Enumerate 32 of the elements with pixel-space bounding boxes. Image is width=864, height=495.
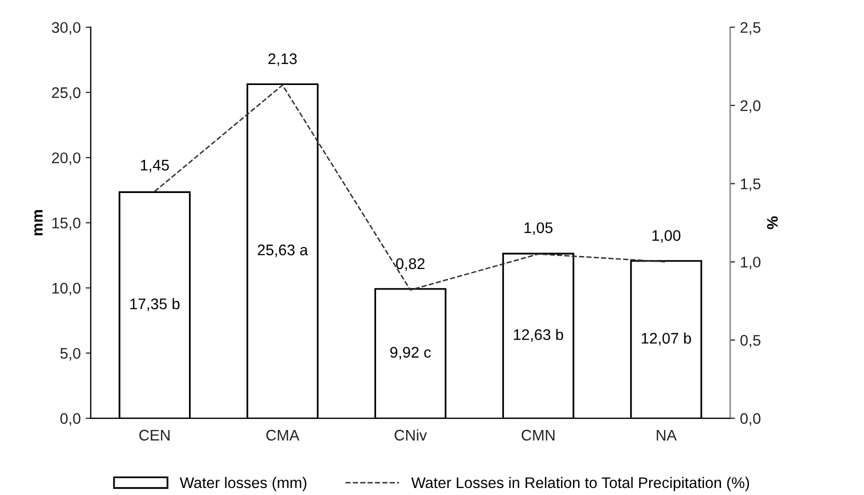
data-label: 0,82	[396, 258, 424, 271]
y-tick-label: 20,0	[52, 152, 80, 166]
data-label: 25,63 a	[258, 244, 308, 258]
data-label: 12,07 b	[642, 332, 691, 346]
y-tick-label: 0,0	[60, 413, 80, 426]
data-label: 2,13	[268, 53, 297, 66]
legend-label: Water Losses in Relation to Total Precipitation (%)	[411, 476, 750, 492]
y2-tick-label: 2,5	[740, 22, 760, 35]
y2-axis-title: %	[767, 216, 778, 230]
data-label: 9,92 c	[390, 346, 431, 360]
y-axis-title: mm	[34, 210, 43, 236]
x-tick-label: CEN	[139, 430, 170, 441]
data-label: 17,35 b	[130, 298, 180, 312]
y-tick-label: 15,0	[52, 218, 80, 230]
y2-tick-label: 0,5	[740, 334, 760, 348]
y-tick-label: 30,0	[52, 22, 80, 35]
y2-tick-label: 2,0	[740, 100, 760, 113]
data-label: 1,00	[652, 230, 680, 243]
y2-tick-label: 1,0	[740, 256, 760, 270]
x-tick-label: CMA	[266, 430, 300, 441]
legend-label: Water losses (mm)	[180, 476, 306, 492]
y-tick-label: 10,0	[52, 282, 80, 296]
y-tick-label: 25,0	[52, 87, 80, 100]
y-tick-label: 5,0	[60, 348, 80, 361]
data-label: 1,05	[524, 222, 552, 235]
x-tick-label: NA	[656, 430, 677, 440]
y2-tick-label: 0,0	[740, 413, 760, 426]
data-label: 12,63 b	[514, 328, 564, 342]
data-label: 1,45	[140, 160, 169, 172]
x-tick-label: CMN	[522, 430, 554, 441]
x-tick-label: CNiv	[394, 429, 427, 441]
y2-tick-label: 1,5	[740, 178, 760, 192]
